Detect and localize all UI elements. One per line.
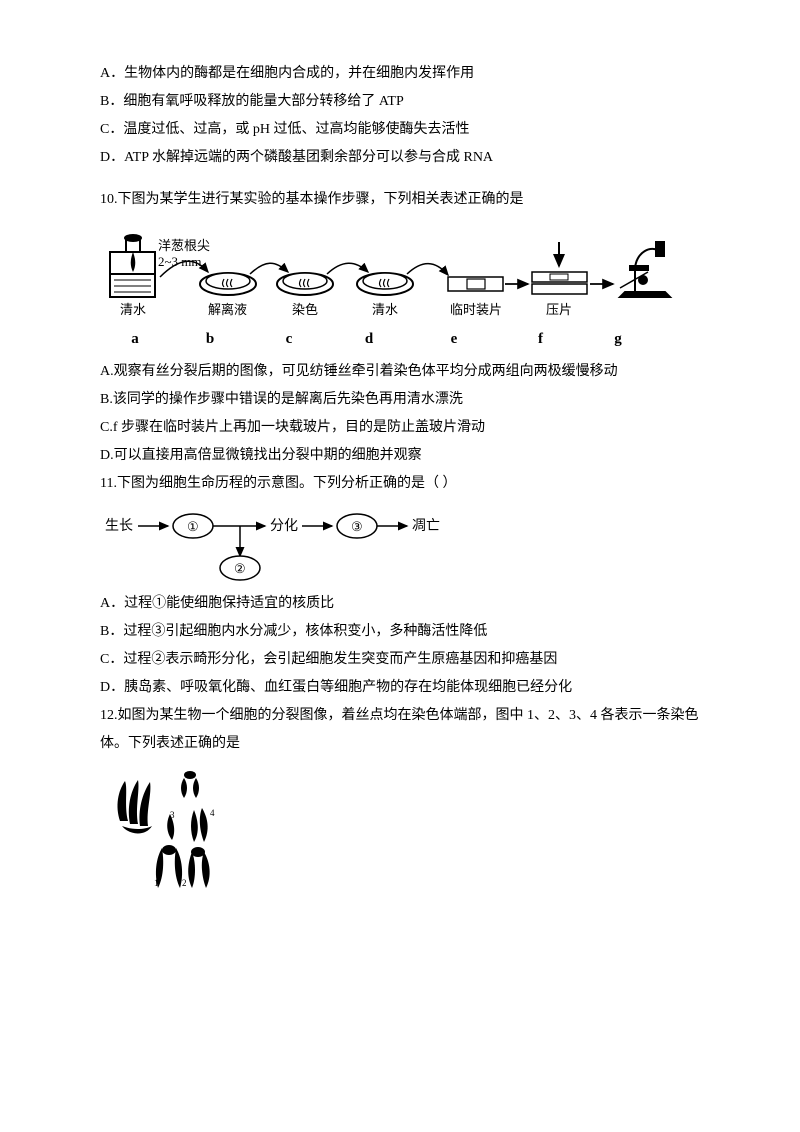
q9-option-c: C．温度过低、过高，或 pH 过低、过高均能够使酶失去活性	[100, 116, 700, 144]
svg-text:清水: 清水	[120, 302, 146, 317]
svg-text:4: 4	[210, 808, 215, 818]
q11-option-a: A．过程①能使细胞保持适宜的核质比	[100, 590, 700, 618]
dish-d	[357, 273, 413, 295]
q11-option-d: D．胰岛素、呼吸氧化酶、血红蛋白等细胞产物的存在均能体现细胞已经分化	[100, 674, 700, 702]
q12-stem: 12.如图为某生物一个细胞的分裂图像，着丝点均在染色体端部，图中 1、2、3、4…	[100, 702, 700, 758]
slide-e	[448, 277, 503, 291]
svg-text:压片: 压片	[546, 302, 572, 317]
onion-label: 洋葱根尖	[158, 238, 210, 253]
q11-figure: 生长 ① ② 分化 ③ 凋亡	[100, 506, 700, 586]
q11-option-b: B．过程③引起细胞内水分减少，核体积变小，多种酶活性降低	[100, 618, 700, 646]
q10-option-d: D.可以直接用高倍显微镜找出分裂中期的细胞并观察	[100, 442, 700, 470]
q10-figure: 洋葱根尖 2~3 mm 清水	[100, 222, 700, 354]
microscope-icon	[620, 242, 670, 297]
q11-option-c: C．过程②表示畸形分化，会引起细胞发生突变而产生原癌基因和抑癌基因	[100, 646, 700, 674]
svg-text:清水: 清水	[372, 302, 398, 317]
svg-text:解离液: 解离液	[208, 302, 247, 317]
q9-option-a: A．生物体内的酶都是在细胞内合成的，并在细胞内发挥作用	[100, 60, 700, 88]
q12-figure: 1 2 3 4	[100, 766, 700, 896]
q11-stem: 11.下图为细胞生命历程的示意图。下列分析正确的是（ ）	[100, 470, 700, 498]
slide-f	[532, 242, 587, 294]
dish-c	[277, 273, 333, 295]
jar-icon	[110, 234, 155, 297]
svg-text:2: 2	[182, 878, 187, 888]
svg-text:生长: 生长	[105, 518, 133, 534]
svg-text:②: ②	[234, 561, 246, 576]
svg-text:③: ③	[351, 519, 363, 534]
q10-stem: 10.下图为某学生进行某实验的基本操作步骤，下列相关表述正确的是	[100, 186, 700, 214]
dish-b	[200, 273, 256, 295]
q10-option-a: A.观察有丝分裂后期的图像，可见纺锤丝牵引着染色体平均分成两组向两极缓慢移动	[100, 358, 700, 386]
svg-text:分化: 分化	[270, 518, 298, 534]
svg-text:①: ①	[187, 519, 199, 534]
svg-text:3: 3	[170, 810, 175, 820]
svg-text:临时装片: 临时装片	[450, 302, 502, 317]
q9-option-d: D．ATP 水解掉远端的两个磷酸基团剩余部分可以参与合成 RNA	[100, 144, 700, 172]
q10-option-b: B.该同学的操作步骤中错误的是解离后先染色再用清水漂洗	[100, 386, 700, 414]
svg-text:染色: 染色	[292, 302, 318, 317]
q9-option-b: B．细胞有氧呼吸释放的能量大部分转移给了 ATP	[100, 88, 700, 116]
svg-text:凋亡: 凋亡	[412, 518, 440, 534]
q10-letters: a b c d e f g	[100, 324, 700, 354]
onion-len: 2~3 mm	[158, 254, 202, 269]
svg-text:1: 1	[154, 878, 159, 888]
q10-option-c: C.f 步骤在临时装片上再加一块载玻片，目的是防止盖玻片滑动	[100, 414, 700, 442]
